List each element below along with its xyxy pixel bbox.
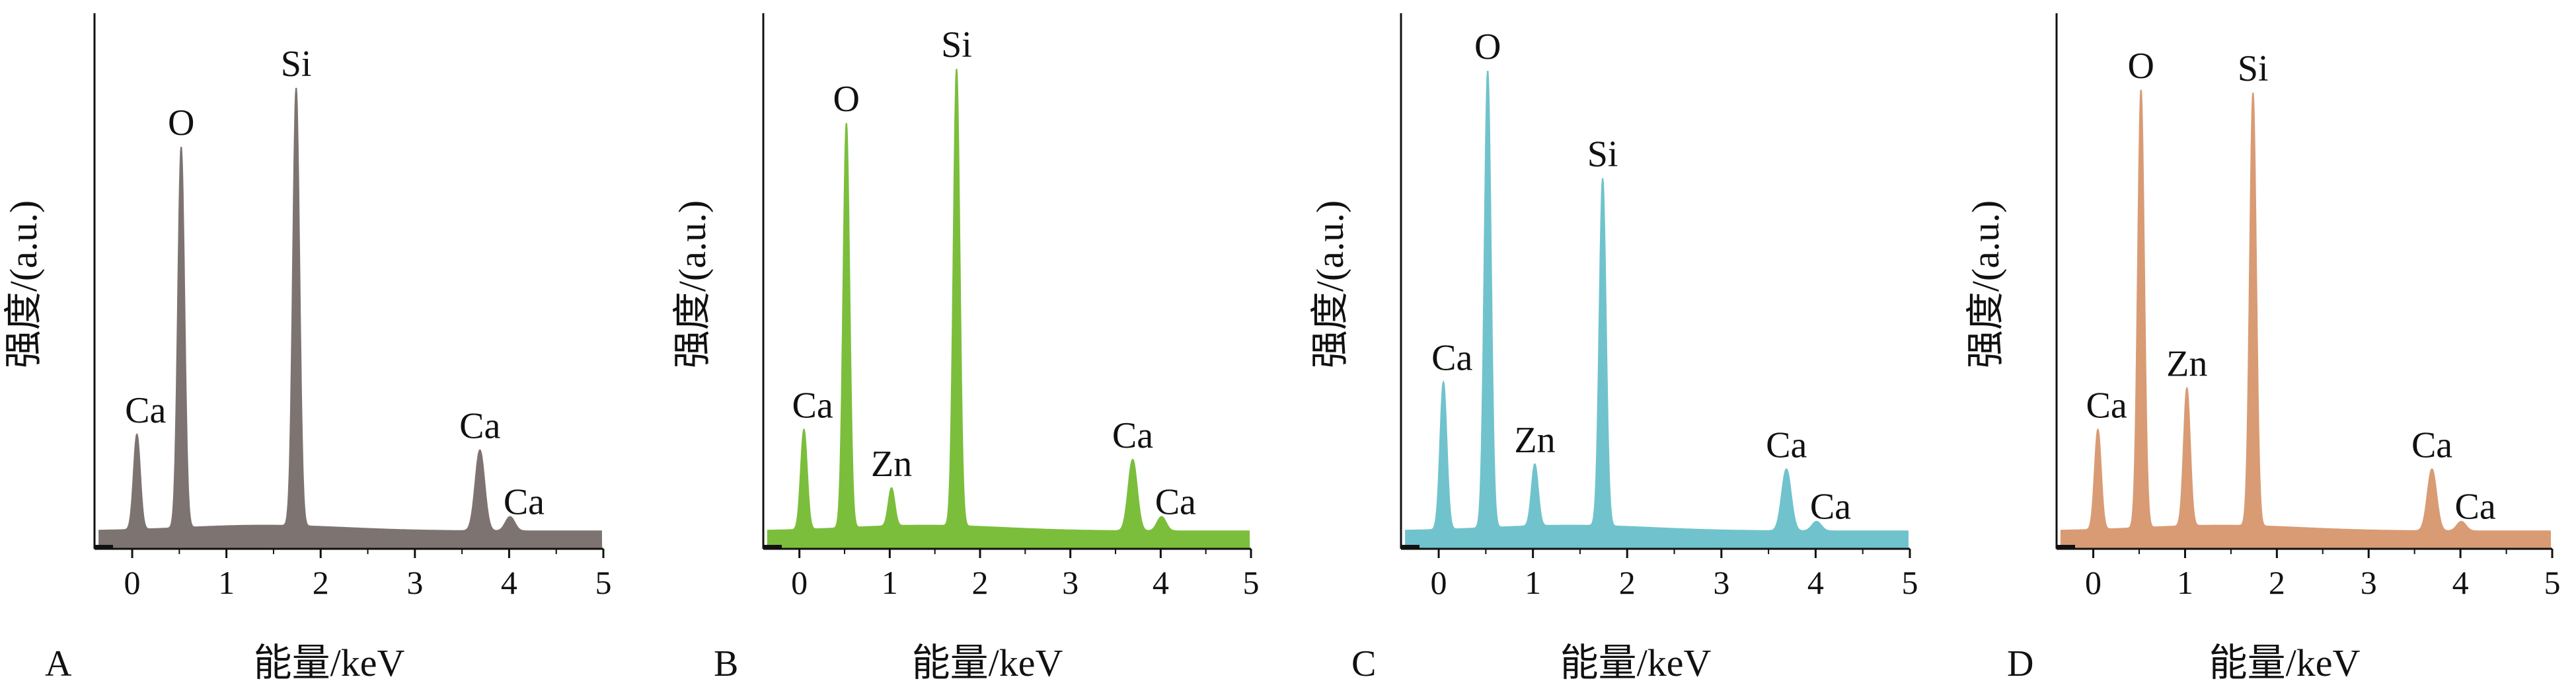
peak-label-si: Si [1587,134,1618,175]
x-tick-label: 2 [2269,564,2285,601]
y-axis-title: 强度/(a.u.) [1308,200,1351,369]
peak-label-ca: Ca [504,482,545,523]
peak-label-zn: Zn [2166,344,2207,385]
peak-label-si: Si [281,44,312,85]
x-tick-label: 1 [1525,564,1541,601]
x-tick-label: 1 [882,564,898,601]
peak-label-ca: Ca [2411,425,2452,466]
peak-label-ca: Ca [1155,482,1196,523]
panel-letter: D [2007,643,2033,684]
peak-label-ca: Ca [1766,425,1807,466]
peak-label-zn: Zn [1514,420,1555,461]
panel-letter: B [714,643,738,684]
peak-label-o: O [2128,46,2154,87]
peak-label-si: Si [941,24,972,65]
x-tick-label: 2 [1619,564,1636,601]
peak-label-ca: Ca [1810,487,1851,528]
peak-label-ca: Ca [2086,385,2127,426]
x-tick-label: 0 [124,564,141,601]
x-tick-label: 3 [1062,564,1079,601]
x-tick-label: 5 [1902,564,1918,601]
peak-label-o: O [168,102,194,143]
x-tick-label: 1 [2177,564,2193,601]
peak-label-ca: Ca [1431,338,1472,379]
spectrum-area [98,87,603,549]
x-axis-title: 能量/keV [912,641,1063,684]
peak-label-ca: Ca [459,406,500,447]
x-tick-label: 0 [2085,564,2102,601]
x-axis-title: 能量/keV [2209,641,2361,684]
x-tick-label: 4 [501,564,517,601]
x-tick-label: 2 [972,564,989,601]
peak-label-ca: Ca [792,385,833,426]
panel-letter: C [1351,643,1376,684]
x-axis-title: 能量/keV [1560,641,1712,684]
x-tick-label: 4 [1807,564,1824,601]
spectrum-area [767,69,1250,549]
peak-label-zn: Zn [871,444,912,485]
x-tick-label: 4 [1153,564,1169,601]
peak-label-ca: Ca [2455,487,2496,528]
peak-label-o: O [833,79,860,120]
panel-letter: A [45,643,72,684]
x-axis-title: 能量/keV [254,641,405,684]
x-tick-label: 3 [1713,564,1729,601]
x-tick-label: 5 [1243,564,1260,601]
x-tick-label: 1 [218,564,235,601]
x-tick-label: 5 [595,564,612,601]
x-tick-label: 3 [2361,564,2377,601]
spectrum-area [1405,70,1909,549]
peak-label-o: O [1474,26,1501,67]
x-tick-label: 5 [2544,564,2561,601]
y-axis-title: 强度/(a.u.) [1964,200,2007,369]
spectrum-area [2060,89,2552,549]
x-tick-label: 4 [2452,564,2469,601]
x-tick-label: 0 [791,564,808,601]
peak-label-ca: Ca [1112,415,1153,456]
peak-label-ca: Ca [125,390,166,431]
y-axis-title: 强度/(a.u.) [671,200,714,369]
x-tick-label: 3 [406,564,423,601]
x-tick-label: 2 [313,564,329,601]
peak-label-si: Si [2238,48,2269,89]
x-tick-label: 0 [1431,564,1447,601]
y-axis-title: 强度/(a.u.) [2,200,45,369]
